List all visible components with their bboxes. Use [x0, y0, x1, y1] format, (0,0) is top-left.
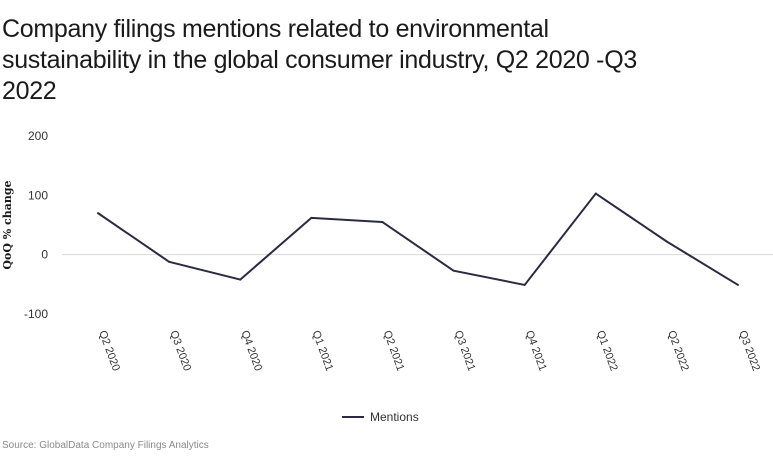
data-point: [665, 240, 668, 243]
x-tick-label: Q3 2020: [167, 329, 193, 373]
x-tick-label: Q3 2022: [736, 329, 762, 373]
y-tick-label: 100: [28, 188, 48, 202]
y-tick-label: -100: [24, 307, 48, 321]
data-point: [452, 269, 455, 272]
x-axis-ticks: Q2 2020 Q3 2020 Q4 2020 Q1 2021 Q2 2021 Q3 20…: [96, 329, 762, 373]
y-tick-label: 0: [41, 248, 48, 262]
source-note: Source: GlobalData Company Filings Analy…: [2, 440, 209, 451]
x-tick-label: Q1 2022: [594, 329, 620, 373]
chart-title: Company filings mentions related to envi…: [2, 15, 637, 105]
data-point: [523, 283, 526, 286]
x-tick-label: Q3 2021: [452, 329, 478, 373]
x-tick-label: Q4 2020: [238, 329, 264, 373]
y-tick-label: 200: [28, 129, 48, 143]
data-point: [381, 221, 384, 224]
data-point: [239, 278, 242, 281]
data-point: [737, 283, 739, 286]
x-tick-label: Q2 2020: [96, 329, 122, 373]
data-point: [594, 192, 597, 195]
x-tick-label: Q2 2022: [665, 329, 691, 373]
x-tick-label: Q2 2021: [381, 329, 407, 373]
data-point: [97, 212, 99, 215]
series-line-mentions: [97, 192, 739, 286]
legend: Mentions: [342, 410, 419, 424]
series-layer: [97, 192, 739, 286]
legend-swatch: [342, 416, 364, 418]
data-point: [168, 260, 171, 263]
x-tick-label: Q4 2021: [523, 329, 549, 373]
y-axis-ticks: 200 100 0 -100: [24, 129, 48, 321]
data-point: [310, 216, 313, 219]
y-axis-label: QoQ % change: [1, 180, 14, 269]
x-tick-label: Q1 2021: [310, 329, 336, 373]
legend-label: Mentions: [370, 410, 419, 424]
